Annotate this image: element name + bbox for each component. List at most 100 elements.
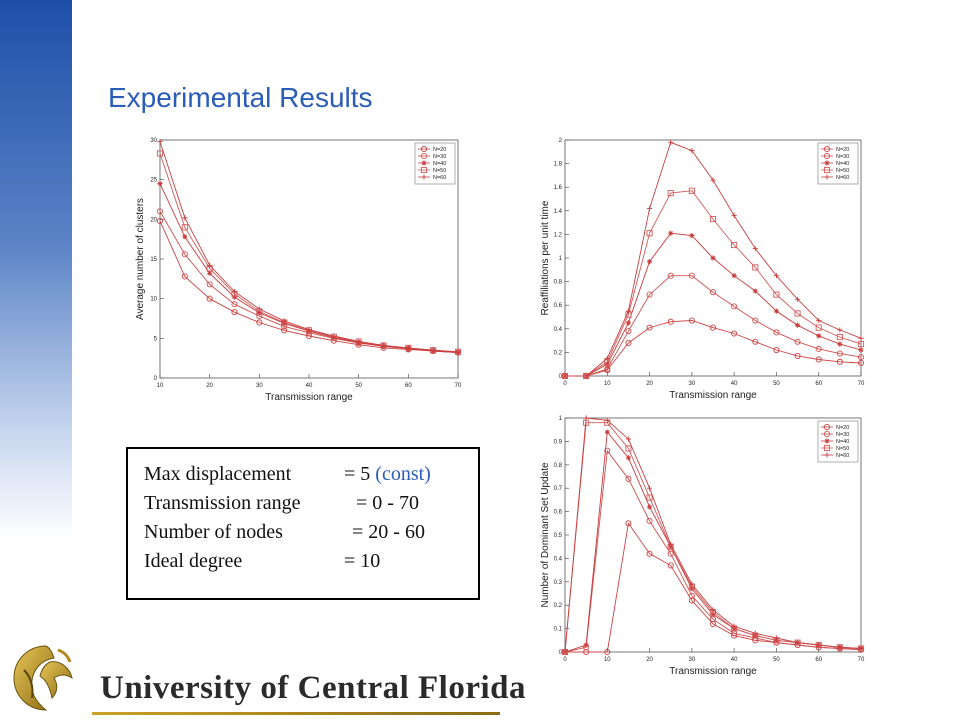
reaffiliations-ytick-label: 1 — [559, 256, 563, 262]
clusters-ytick-label: 20 — [150, 217, 157, 223]
reaffiliations-ytick-label: 2 — [559, 138, 563, 144]
clusters-legend-label: N=60 — [433, 175, 446, 181]
clusters-legend-label: N=40 — [433, 161, 446, 167]
reaffiliations-data-point — [836, 334, 843, 341]
reaffiliations-data-point — [646, 205, 653, 212]
reaffiliations-data-point — [731, 212, 737, 219]
param-displacement-note: (const) — [375, 463, 431, 485]
reaffiliations-ytick-label: 0.4 — [554, 327, 563, 333]
parameters-box: Max displacement = 5 (const) Transmission… — [126, 447, 480, 600]
dominant-set-data-point — [646, 517, 653, 525]
reaffiliations-xtick-label: 0 — [563, 381, 567, 387]
reaffiliations-data-point — [731, 273, 737, 279]
reaffiliations-data-point — [773, 308, 780, 314]
clusters-legend-marker — [420, 145, 428, 153]
dominant-set-data-point — [646, 550, 653, 557]
dominant-set-ytick-label: 0.8 — [554, 463, 563, 469]
dominant-set-ytick-label: 0.6 — [554, 510, 563, 516]
dominant-set-data-point — [688, 592, 695, 599]
clusters-data-point — [181, 251, 188, 258]
clusters-ytick-label: 0 — [154, 376, 158, 382]
clusters-data-point — [380, 342, 387, 349]
dominant-set-data-point — [837, 644, 843, 650]
clusters-data-point — [231, 288, 238, 295]
dominant-set-data-point — [709, 620, 717, 627]
reaffiliations-data-point — [858, 347, 864, 353]
clusters-data-point — [206, 281, 213, 288]
reaffiliations-series-line — [565, 190, 862, 377]
clusters-ytick-label: 30 — [150, 138, 157, 144]
reaffiliations-data-point — [668, 230, 674, 236]
reaffiliations-data-point — [815, 324, 822, 331]
clusters-data-point — [256, 306, 262, 312]
reaffiliations-data-point — [836, 358, 843, 365]
dominant-set-data-point — [667, 562, 674, 569]
dominant-set-xtick-label: 0 — [563, 657, 567, 663]
clusters-legend-marker — [421, 160, 427, 166]
reaffiliations-data-point — [646, 291, 653, 298]
reaffiliations-ytick-label: 0.6 — [554, 303, 563, 309]
param-displacement-label: Max displacement — [144, 463, 292, 485]
reaffiliations-data-point — [731, 303, 738, 310]
dominant-set-data-point — [646, 494, 653, 501]
dominant-set-data-point — [773, 635, 780, 641]
clusters-data-point — [181, 224, 188, 231]
clusters-data-point — [181, 273, 188, 280]
dominant-set-data-point — [710, 607, 716, 613]
clusters-data-point — [157, 138, 163, 145]
reaffiliations-legend-label: N=30 — [836, 154, 849, 160]
clusters-ytick-label: 10 — [150, 297, 157, 303]
reaffiliations-data-point — [773, 273, 780, 279]
dominant-set-data-point — [583, 642, 589, 648]
reaffiliations-legend-label: N=40 — [836, 161, 849, 167]
reaffiliations-data-point — [815, 345, 822, 352]
dominant-set-xtick-label: 40 — [731, 657, 738, 663]
reaffiliations-legend-marker — [823, 166, 831, 174]
reaffiliations-xtick-label: 50 — [773, 381, 780, 387]
dominant-set-data-point — [625, 455, 632, 461]
dominant-set-legend-label: N=40 — [836, 439, 849, 445]
dominant-set-ytick-label: 0.1 — [554, 627, 563, 633]
dominant-set-ytick-label: 1 — [559, 416, 563, 422]
dominant-set-data-point — [604, 648, 611, 656]
reaffiliations-legend-label: N=20 — [836, 147, 849, 153]
dominant-set-xtick-label: 60 — [815, 657, 822, 663]
reaffiliations-data-point — [752, 317, 759, 324]
clusters-data-point — [206, 295, 213, 302]
dominant-set-data-point — [583, 648, 590, 656]
reaffiliations-data-point — [752, 245, 758, 252]
dominant-set-legend-marker — [824, 452, 830, 458]
reaffiliations-data-point — [794, 296, 801, 302]
dominant-set-y-axis-label: Number of Dominant Set Update — [540, 462, 551, 608]
dominant-set-data-point — [625, 445, 632, 452]
reaffiliations-data-point — [836, 350, 843, 357]
clusters-plot-frame — [159, 139, 459, 379]
reaffiliations-ytick-label: 1.2 — [554, 232, 563, 238]
reaffiliations-data-point — [858, 335, 864, 341]
reaffiliations-ytick-label: 0.8 — [554, 280, 563, 286]
clusters-data-point — [207, 270, 213, 276]
clusters-xtick-label: 30 — [256, 383, 263, 389]
reaffiliations-x-axis-label: Transmission range — [669, 390, 757, 400]
clusters-data-point — [256, 319, 263, 326]
reaffiliations-xtick-label: 40 — [731, 381, 738, 387]
dominant-set-data-point — [625, 436, 632, 442]
dominant-set-legend-label: N=60 — [836, 453, 849, 459]
reaffiliations-data-point — [731, 241, 738, 249]
reaffiliations-xtick-label: 20 — [646, 381, 653, 387]
dominant-set-legend-label: N=50 — [836, 446, 849, 452]
reaffiliations-ytick-label: 0.2 — [554, 350, 563, 356]
reaffiliations-data-point — [773, 329, 780, 336]
param-degree-label: Ideal degree — [144, 550, 243, 572]
dominant-set-legend-marker — [823, 423, 831, 431]
reaffiliations-series-line — [565, 320, 862, 377]
dominant-set-data-point — [604, 429, 610, 435]
clusters-xtick-label: 50 — [355, 383, 362, 389]
reaffiliations-data-point — [710, 255, 716, 261]
reaffiliations-ytick-label: 0 — [559, 374, 563, 380]
reaffiliations-legend-label: N=50 — [836, 168, 849, 174]
dominant-set-data-point — [668, 541, 674, 547]
clusters-xtick-label: 40 — [306, 383, 313, 389]
reaffiliations-data-point — [689, 232, 695, 239]
clusters-data-point — [231, 301, 238, 308]
